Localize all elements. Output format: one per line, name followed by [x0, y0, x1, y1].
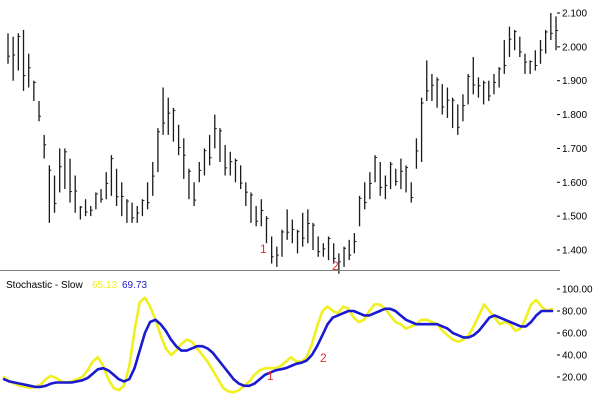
- indicator-header: Stochastic - Slow 65.13 69.73: [6, 280, 147, 291]
- indicator-axis-tick-label: 80.00: [562, 307, 587, 318]
- indicator-axis-tick-label: 40.00: [562, 351, 587, 362]
- price-axis-tick-label: 1.600: [562, 178, 587, 189]
- price-panel: [7, 13, 558, 274]
- price-axis-tick-label: 1.500: [562, 212, 587, 223]
- price-axis-tick-label: 1.400: [562, 246, 587, 257]
- price-axis-tick-label: 1.800: [562, 110, 587, 121]
- indicator-axis-tick-label: 60.00: [562, 329, 587, 340]
- indicator-title: Stochastic - Slow: [6, 280, 83, 291]
- price-axis-tick-label: 1.700: [562, 144, 587, 155]
- price-axis-tick-label: 2.000: [562, 42, 587, 53]
- indicator-panel: [2, 296, 554, 394]
- indicator-axis-tick-label: 100.00: [562, 285, 593, 296]
- price-axis-tick-label: 2.100: [562, 9, 587, 20]
- indicator-axis-tick-label: 20.00: [562, 373, 587, 384]
- annotation-marker-indicator: 2: [320, 351, 327, 365]
- price-axis: 2.100 2.000 1.900 1.800 1.700 1.600 1.500 1.400: [557, 9, 587, 257]
- stoch-d-value: 69.73: [122, 280, 147, 291]
- stoch-d-line: [2, 307, 554, 389]
- annotation-marker-price: 2: [332, 259, 339, 273]
- stoch-k-line: [2, 296, 554, 394]
- price-axis-tick-label: 1.900: [562, 76, 587, 87]
- indicator-axis: 100.00 80.00 60.00 40.00 20.00: [557, 285, 593, 384]
- annotation-marker-indicator: 1: [267, 369, 274, 383]
- stoch-k-value: 65.13: [92, 280, 117, 291]
- annotation-layer: 1 2 1 2: [260, 242, 339, 383]
- annotation-marker-price: 1: [260, 242, 267, 256]
